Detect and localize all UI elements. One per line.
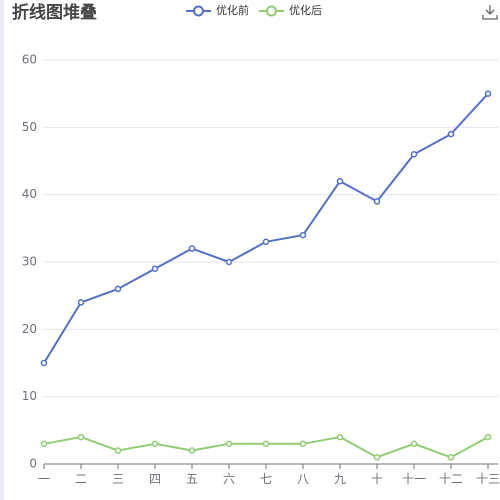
data-point-1 bbox=[188, 447, 196, 454]
data-point-0 bbox=[77, 299, 85, 306]
data-point-0 bbox=[447, 130, 455, 138]
data-point-1 bbox=[262, 440, 270, 448]
data-point-1 bbox=[373, 454, 381, 461]
series-line-1 bbox=[43, 436, 489, 459]
legend-item-after[interactable]: 优化后 bbox=[259, 3, 322, 19]
x-tick-label: 十 bbox=[371, 472, 383, 486]
data-point-0 bbox=[188, 245, 196, 252]
x-tick-label: 九 bbox=[334, 472, 346, 486]
x-tick-label: 七 bbox=[260, 472, 272, 486]
data-point-0 bbox=[299, 231, 307, 239]
data-point-0 bbox=[484, 90, 492, 97]
data-point-1 bbox=[151, 440, 159, 448]
y-tick-label: 20 bbox=[22, 322, 37, 336]
legend-swatch-before-icon bbox=[186, 5, 211, 17]
data-point-1 bbox=[114, 447, 122, 454]
data-point-1 bbox=[484, 433, 492, 441]
data-point-1 bbox=[299, 440, 307, 448]
x-tick-label: 三 bbox=[112, 472, 124, 486]
x-tick-label: 六 bbox=[223, 472, 235, 486]
y-tick-label: 50 bbox=[22, 120, 37, 134]
data-point-0 bbox=[151, 265, 159, 272]
data-point-1 bbox=[336, 433, 344, 441]
data-point-0 bbox=[336, 177, 344, 185]
y-tick-label: 30 bbox=[22, 255, 37, 269]
data-point-0 bbox=[410, 151, 418, 158]
x-tick-label: 四 bbox=[149, 472, 161, 486]
legend: 优化前 优化后 bbox=[186, 3, 322, 19]
data-point-1 bbox=[410, 440, 418, 448]
chart-title: 折线图堆叠 bbox=[12, 3, 97, 23]
x-tick-label: 十三 bbox=[476, 472, 500, 486]
left-edge-strip bbox=[0, 0, 4, 500]
data-point-0 bbox=[373, 198, 381, 205]
x-tick-label: 八 bbox=[297, 472, 309, 486]
data-point-0 bbox=[225, 258, 233, 266]
legend-swatch-after-icon bbox=[259, 5, 284, 17]
legend-label-after: 优化后 bbox=[289, 4, 322, 17]
y-tick-label: 40 bbox=[22, 187, 37, 201]
series-line-0 bbox=[43, 92, 489, 364]
data-point-1 bbox=[447, 454, 455, 461]
x-tick-label: 十二 bbox=[439, 472, 463, 486]
data-point-1 bbox=[77, 433, 85, 441]
data-point-0 bbox=[262, 238, 270, 246]
x-tick-label: 一 bbox=[38, 472, 50, 486]
data-point-1 bbox=[225, 440, 233, 448]
x-tick-label: 五 bbox=[186, 472, 198, 486]
y-tick-label: 0 bbox=[29, 457, 37, 471]
y-tick-label: 10 bbox=[22, 389, 37, 403]
data-point-0 bbox=[40, 359, 48, 367]
x-tick-label: 十一 bbox=[402, 472, 426, 486]
download-icon[interactable] bbox=[482, 4, 498, 20]
data-point-1 bbox=[40, 440, 48, 448]
legend-label-before: 优化前 bbox=[216, 4, 249, 17]
data-point-0 bbox=[114, 285, 122, 293]
x-tick-label: 二 bbox=[75, 472, 87, 486]
legend-item-before[interactable]: 优化前 bbox=[186, 3, 249, 19]
y-tick-label: 60 bbox=[22, 53, 37, 67]
